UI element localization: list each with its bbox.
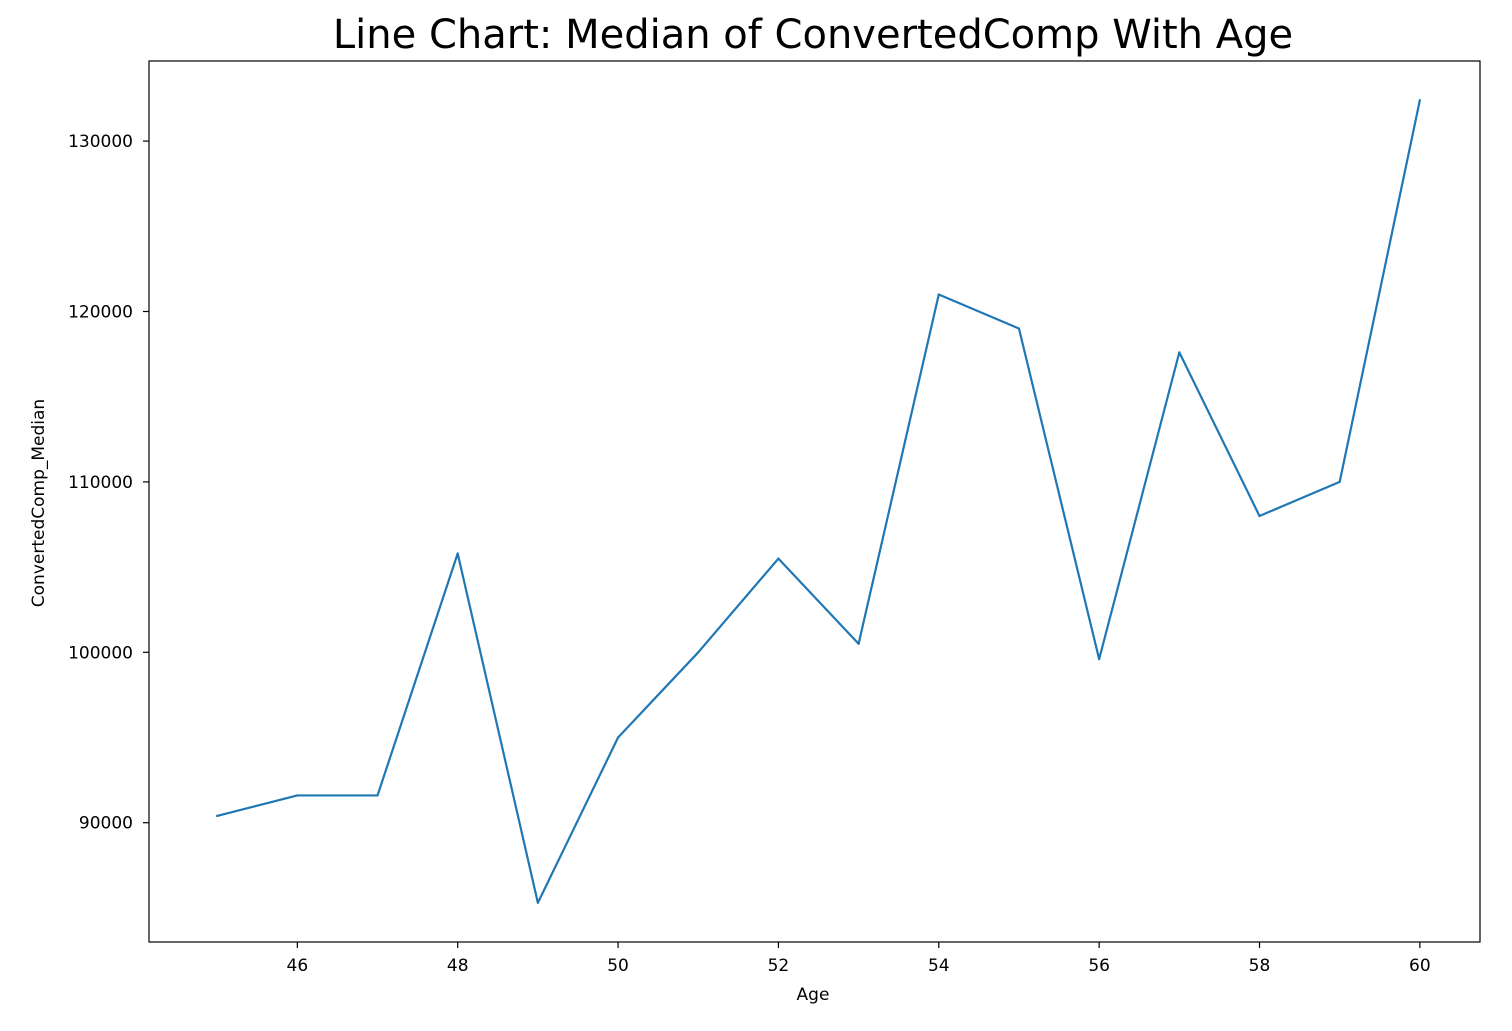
y-tick-label: 90000 [79,814,133,834]
y-tick-label: 110000 [68,473,133,493]
x-tick-label: 50 [607,956,629,976]
y-tick-label: 130000 [68,132,133,152]
series-line [216,99,1421,904]
data-point [296,794,299,797]
x-axis-ticks: 46 48 50 52 54 56 58 60 [287,942,1431,976]
data-point [1418,99,1421,102]
data-point [937,293,940,296]
data-point [376,794,379,797]
data-point [1338,480,1341,484]
x-tick-label: 60 [1409,956,1431,976]
x-tick-label: 52 [768,956,790,976]
data-point [697,651,700,654]
data-point [1258,514,1261,518]
x-axis-label: Age [797,985,830,1005]
plot-area-frame [148,60,1481,943]
x-tick-label: 58 [1249,956,1271,976]
data-point [456,552,459,555]
data-point [616,736,620,739]
data-point [216,814,219,817]
data-point [857,642,860,645]
data-point [1098,658,1101,661]
x-tick-label: 46 [287,956,309,976]
y-axis-label: ConvertedComp_Median [29,399,49,607]
y-tick-label: 120000 [68,302,133,322]
data-point [536,901,539,904]
data-point [777,557,780,560]
data-point [1178,351,1181,354]
x-tick-label: 48 [447,956,469,976]
y-axis-ticks: 90000 100000 110000 120000 130000 [68,132,149,834]
chart-title: Line Chart: Median of ConvertedComp With… [333,12,1293,58]
x-tick-label: 56 [1088,956,1110,976]
data-points [216,99,1421,904]
x-tick-label: 54 [928,956,950,976]
data-point [1017,327,1021,330]
y-tick-label: 100000 [68,643,133,663]
